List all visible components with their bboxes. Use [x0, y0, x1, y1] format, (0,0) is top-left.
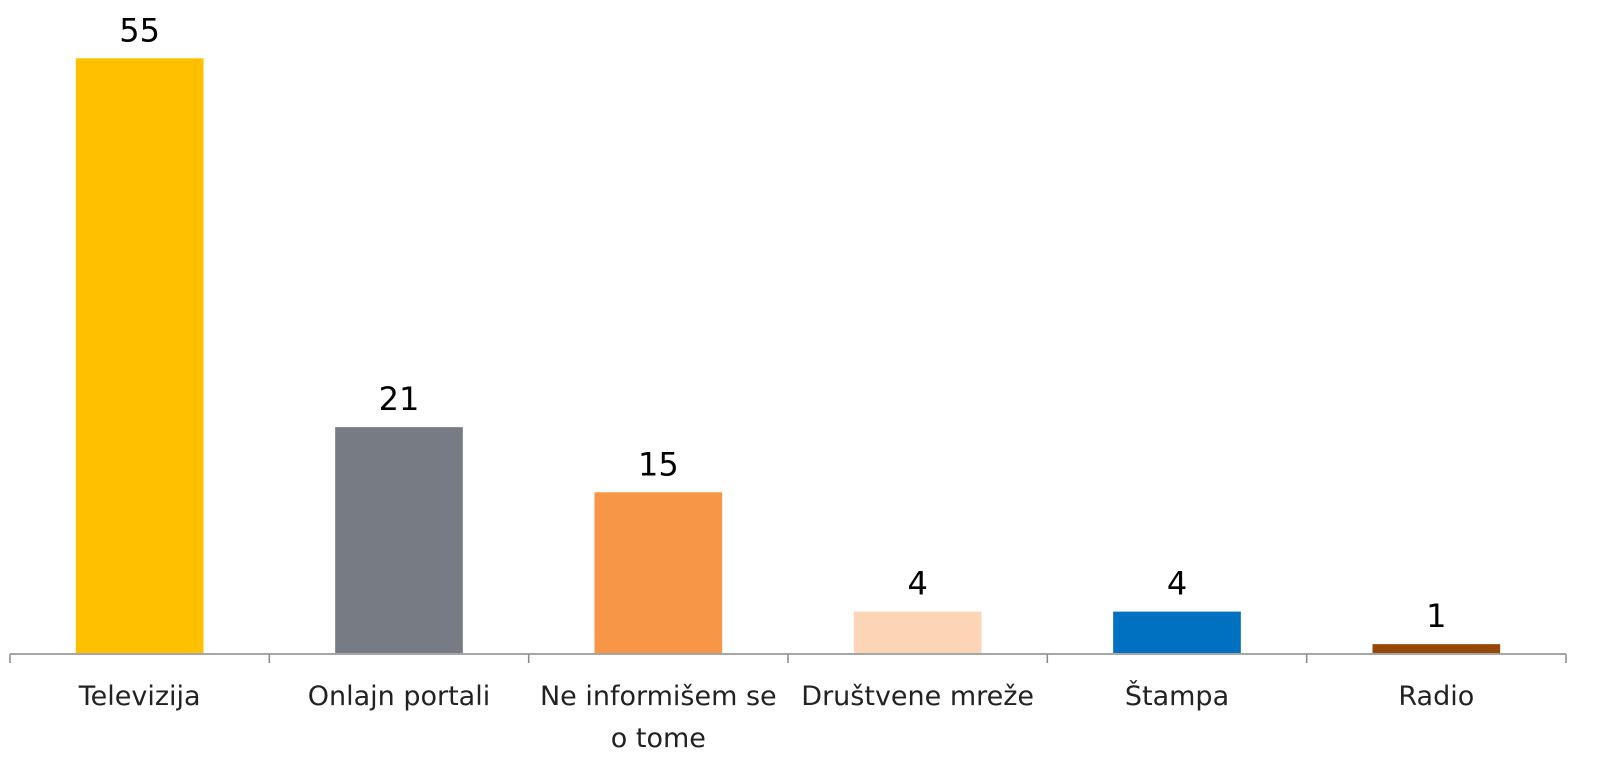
bar — [1370, 642, 1503, 656]
x-tick-label: Onlajn portali — [307, 681, 491, 712]
x-label-box: Društvene mreže — [801, 681, 1035, 712]
value-label: 55 — [119, 11, 160, 49]
bar — [73, 56, 206, 655]
value-label: 4 — [1167, 565, 1187, 603]
value-label: 15 — [638, 445, 679, 483]
x-label-box: Onlajn portali — [307, 681, 491, 712]
x-tick-label: Radio — [1398, 681, 1475, 712]
value-label: 4 — [907, 565, 927, 603]
bar — [592, 490, 725, 655]
x-label-box: Radio — [1398, 681, 1475, 712]
x-tick-label: Društvene mreže — [801, 681, 1035, 712]
value-label: 21 — [379, 380, 420, 418]
bar — [333, 425, 465, 655]
x-label-box: Televizija — [78, 681, 201, 712]
x-label-box: Štampa — [1124, 681, 1230, 712]
x-tick-label: Ne informišem se o tome — [539, 681, 777, 754]
x-tick-label: Štampa — [1124, 681, 1230, 712]
x-label-box: Ne informišem se o tome — [539, 681, 777, 754]
x-tick-label: Televizija — [78, 681, 201, 712]
bar — [1111, 609, 1243, 655]
value-label: 1 — [1426, 597, 1446, 635]
bar — [851, 609, 984, 655]
